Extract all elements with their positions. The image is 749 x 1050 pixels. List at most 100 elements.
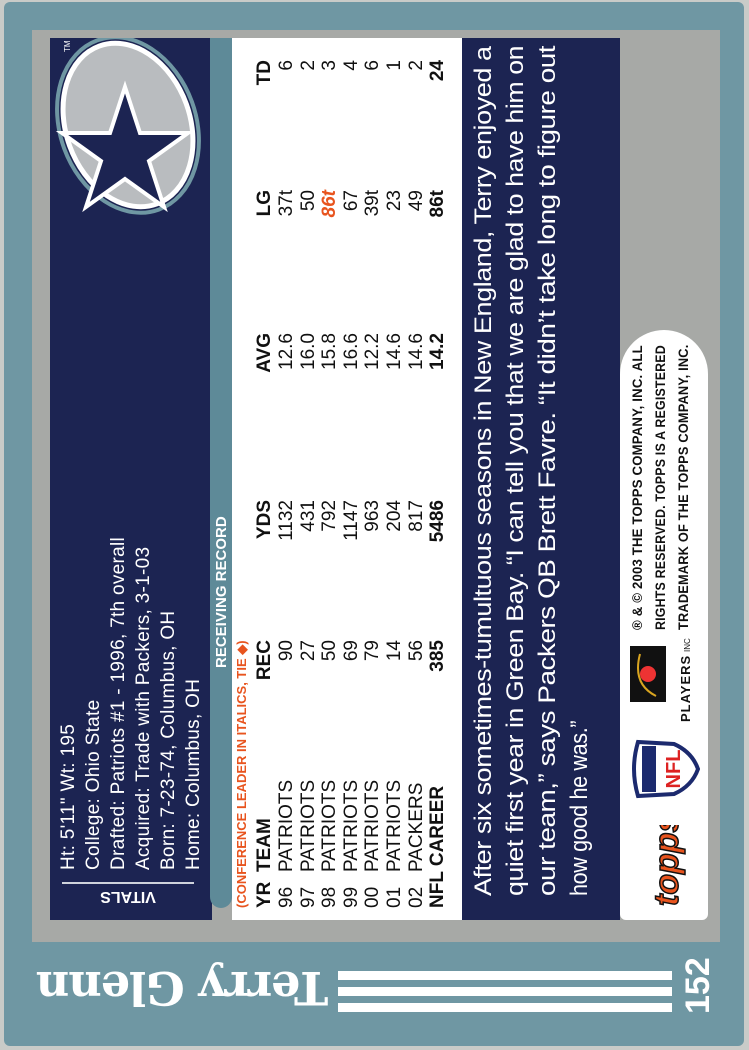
table-cell: 204 bbox=[384, 500, 405, 532]
table-cell: 97 bbox=[297, 886, 319, 908]
table-cell: 50 bbox=[297, 190, 319, 212]
column-header-yr: YR bbox=[254, 881, 275, 908]
table-cell: 1147 bbox=[340, 500, 362, 541]
vitals-divider bbox=[62, 882, 194, 884]
vitals-line: Acquired: Trade with Packers, 3-1-03 bbox=[133, 546, 154, 870]
table-cell: 792 bbox=[319, 500, 341, 532]
table-cell: PATRIOTS bbox=[362, 779, 384, 872]
table-cell: 14 bbox=[384, 640, 405, 662]
record-title: RECEIVING RECORD bbox=[213, 516, 230, 668]
table-cell: PATRIOTS bbox=[340, 779, 362, 872]
table-cell: PATRIOTS bbox=[276, 779, 297, 872]
svg-text:topps: topps bbox=[648, 825, 686, 906]
bio-content: After six sometimes-tumultuous seasons i… bbox=[462, 38, 620, 920]
table-cell: 37t bbox=[276, 190, 297, 217]
table-cell: PATRIOTS bbox=[319, 779, 341, 872]
stats-table: (CONFERENCE LEADER IN ITALICS, TIE ◆) YR… bbox=[232, 38, 462, 920]
career-cell: 14.2 bbox=[427, 333, 449, 370]
vitals-line: Ht: 5'11" Wt: 195 bbox=[58, 723, 79, 870]
cowboys-star-football-logo: TM bbox=[55, 38, 201, 215]
table-cell: 6 bbox=[362, 60, 384, 71]
vitals-line: Born: 7-23-74, Columbus, OH bbox=[158, 610, 179, 870]
table-cell: PATRIOTS bbox=[297, 779, 319, 872]
table-cell: PACKERS bbox=[405, 782, 427, 872]
table-cell: 12.2 bbox=[362, 333, 384, 370]
svg-text:NFL: NFL bbox=[663, 750, 685, 789]
table-cell: 431 bbox=[297, 500, 319, 532]
career-cell: NFL CAREER bbox=[427, 785, 449, 908]
table-cell: 49 bbox=[405, 190, 427, 212]
career-cell: 24 bbox=[427, 60, 449, 82]
column-header-td: TD bbox=[254, 60, 275, 86]
column-header-avg: AVG bbox=[254, 333, 275, 373]
table-cell: 1132 bbox=[276, 500, 297, 541]
table-cell: 67 bbox=[340, 190, 362, 212]
table-cell: PATRIOTS bbox=[384, 779, 405, 872]
vitals-content: Ht: 5'11" Wt: 195 College: Ohio State Draf… bbox=[50, 38, 212, 920]
table-cell: 15.8 bbox=[319, 333, 341, 370]
table-cell: 86t bbox=[319, 190, 341, 218]
table-cell: 16.6 bbox=[340, 333, 362, 370]
table-cell: 14.6 bbox=[384, 333, 405, 370]
table-cell: 96 bbox=[276, 886, 297, 908]
table-cell: 90 bbox=[276, 640, 297, 662]
table-cell: 817 bbox=[405, 500, 427, 532]
stripe bbox=[338, 1003, 672, 1012]
table-cell: 3 bbox=[319, 60, 341, 71]
copyright-line: ® & © 2003 THE TOPPS COMPANY, INC. ALL bbox=[630, 345, 645, 630]
bio-line: After six sometimes-tumultuous seasons i… bbox=[470, 46, 497, 896]
career-cell: 86t bbox=[427, 190, 449, 218]
column-header-lg: LG bbox=[254, 190, 275, 217]
record-note: (CONFERENCE LEADER IN ITALICS, TIE ◆) bbox=[234, 640, 249, 908]
table-cell: 6 bbox=[276, 60, 297, 71]
vitals-line: Drafted: Patriots #1 - 1996, 7th overall bbox=[108, 536, 129, 870]
table-cell: 1 bbox=[384, 60, 405, 71]
svg-text:PLAYERS: PLAYERS bbox=[678, 655, 693, 722]
vitals-label: VITALS bbox=[100, 888, 156, 905]
table-cell: 963 bbox=[362, 500, 384, 532]
legal-panel: topps NFL PLAYERS INC ® & © 2003 THE TOP… bbox=[620, 330, 708, 920]
bio-panel bbox=[462, 38, 620, 920]
table-cell: 69 bbox=[340, 640, 362, 662]
card-number: 152 bbox=[679, 957, 717, 1014]
table-cell: 99 bbox=[340, 886, 362, 908]
stats-table-panel bbox=[232, 38, 462, 920]
career-cell: 5486 bbox=[427, 500, 449, 543]
bio-line: our team,” says Packers QB Brett Favre. … bbox=[534, 45, 561, 896]
table-cell: 01 bbox=[384, 886, 405, 908]
copyright-line: RIGHTS RESERVED. TOPPS IS A REGISTERED bbox=[653, 345, 668, 630]
table-cell: 4 bbox=[340, 60, 362, 71]
players-inc-logo: PLAYERS INC bbox=[630, 638, 693, 722]
table-cell: 14.6 bbox=[405, 333, 427, 370]
copyright-line: TRADEMARK OF THE TOPPS COMPANY, INC. bbox=[676, 344, 691, 630]
table-cell: 2 bbox=[405, 60, 427, 71]
table-cell: 00 bbox=[362, 886, 384, 908]
table-cell: 27 bbox=[297, 640, 319, 662]
table-cell: 16.0 bbox=[297, 333, 319, 370]
table-cell: 39t bbox=[362, 190, 384, 217]
table-cell: 56 bbox=[405, 640, 427, 662]
table-cell: 79 bbox=[362, 640, 384, 662]
bio-line: how good he was.” bbox=[566, 720, 593, 896]
column-header-team: TEAM bbox=[254, 818, 275, 872]
career-cell: 385 bbox=[427, 640, 449, 672]
table-cell: 02 bbox=[405, 886, 427, 908]
table-cell: 12.6 bbox=[276, 333, 297, 370]
table-cell: 2 bbox=[297, 60, 319, 71]
vitals-line: College: Ohio State bbox=[83, 699, 104, 870]
nfl-shield-logo: NFL bbox=[632, 739, 700, 799]
player-name: Terry Glenn bbox=[36, 961, 329, 1015]
svg-text:TM: TM bbox=[63, 40, 72, 52]
stripe bbox=[338, 971, 672, 980]
table-cell: 98 bbox=[319, 886, 341, 908]
vitals-line: Home: Columbus, OH bbox=[183, 678, 204, 870]
table-cell: 50 bbox=[319, 640, 341, 662]
svg-text:INC: INC bbox=[683, 638, 692, 652]
column-header-rec: REC bbox=[254, 640, 275, 681]
record-header-band bbox=[210, 38, 232, 908]
table-cell: 23 bbox=[384, 190, 405, 212]
topps-logo: topps bbox=[647, 825, 687, 907]
bio-line: quiet first year in Green Bay. “I can te… bbox=[502, 45, 529, 896]
column-header-yds: YDS bbox=[254, 500, 275, 540]
stripe bbox=[338, 987, 672, 996]
